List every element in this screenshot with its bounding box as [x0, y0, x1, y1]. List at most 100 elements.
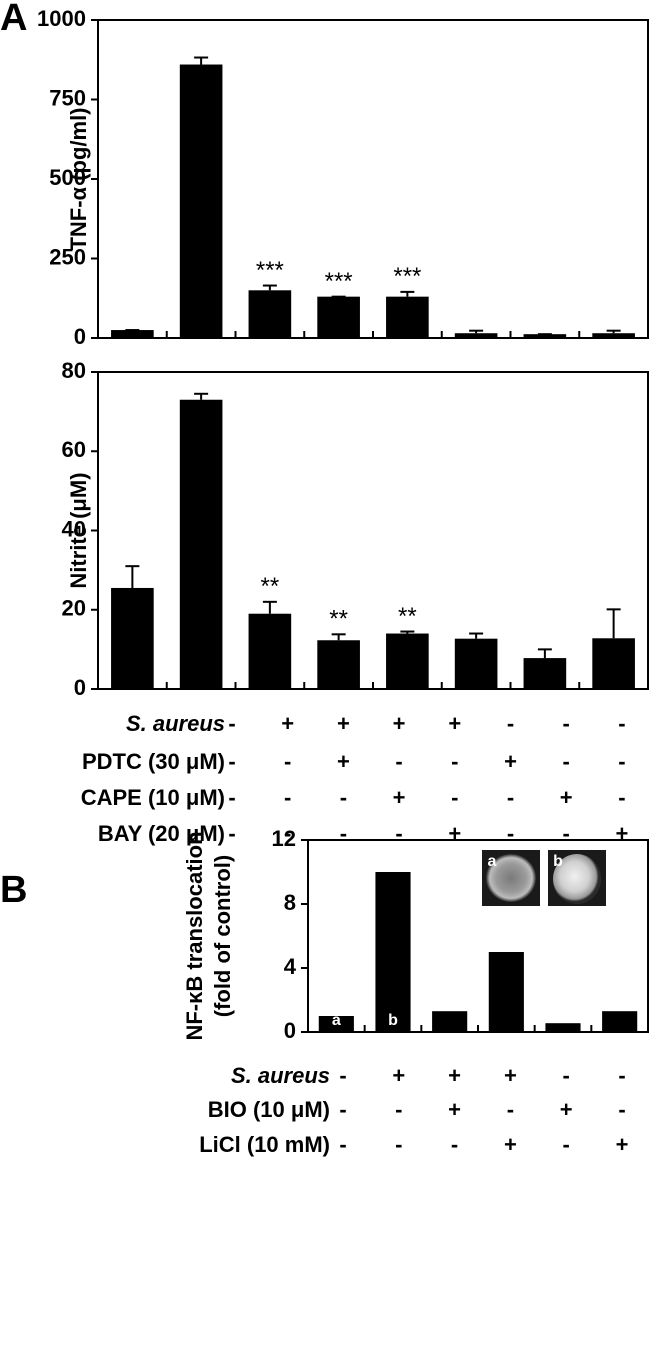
y-tick-label: 500 [49, 165, 86, 190]
error-bar [125, 565, 140, 588]
error-bar [400, 630, 415, 634]
y-tick-label: 20 [62, 596, 86, 621]
y-tick-label: 1000 [37, 6, 86, 31]
bar [523, 334, 567, 338]
bar [248, 613, 292, 689]
bar [592, 333, 635, 338]
error-bar [606, 608, 621, 639]
y-tick-label: 0 [284, 1018, 296, 1043]
treatment-sign: + [560, 1097, 573, 1122]
treatment-sign: + [448, 821, 461, 846]
treatment-sign: - [284, 821, 291, 846]
treatment-sign: + [615, 821, 628, 846]
treatment-sign: + [392, 1063, 405, 1088]
error-bar [331, 633, 346, 641]
significance-mark: ** [329, 606, 348, 633]
treatment-sign: - [228, 711, 235, 736]
treatment-name: CAPE (10 μM) [81, 785, 225, 810]
y-tick-label: 0 [74, 675, 86, 700]
treatment-sign: - [563, 1063, 570, 1088]
error-bar [606, 329, 621, 334]
y-tick-label: 250 [49, 244, 86, 269]
significance-mark: ** [261, 573, 280, 600]
treatment-sign: + [560, 785, 573, 810]
y-tick-label: 750 [49, 85, 86, 110]
treatment-sign: - [284, 749, 291, 774]
inset-images [482, 850, 606, 906]
treatment-name: S. aureus [126, 711, 225, 736]
y-tick-label: 4 [284, 954, 297, 979]
treatment-sign: - [339, 1132, 346, 1157]
treatment-sign: + [448, 711, 461, 736]
inset-label: a [488, 853, 497, 870]
error-bar [400, 290, 415, 297]
bar-label: a [332, 1012, 341, 1029]
treatment-sign: - [618, 785, 625, 810]
treatment-name: S. aureus [231, 1063, 330, 1088]
significance-mark: *** [325, 268, 353, 295]
treatment-sign: - [507, 785, 514, 810]
bar [454, 638, 498, 689]
treatment-sign: - [507, 711, 514, 736]
treatment-sign: - [451, 749, 458, 774]
treatment-sign: - [395, 1097, 402, 1122]
treatment-sign: - [340, 821, 347, 846]
bar [488, 952, 524, 1032]
bar [248, 290, 292, 338]
y-tick-label: 40 [62, 516, 86, 541]
bar [602, 1011, 638, 1032]
treatment-sign: + [504, 1063, 517, 1088]
treatment-sign: - [395, 1132, 402, 1157]
bar [317, 296, 360, 338]
treatment-sign: + [504, 1132, 517, 1157]
treatment-sign: + [393, 785, 406, 810]
bar [386, 296, 429, 338]
panel-label: B [0, 869, 27, 911]
treatment-sign: - [339, 1097, 346, 1122]
y-axis-label: (fold of control) [210, 855, 235, 1018]
treatment-sign: - [395, 749, 402, 774]
inset-cell [486, 854, 536, 902]
treatment-sign: - [228, 785, 235, 810]
treatment-name: BAY (20 μM) [98, 821, 225, 846]
error-bar [262, 284, 277, 291]
y-tick-label: 80 [62, 358, 86, 383]
error-bar [262, 600, 277, 614]
significance-mark: *** [393, 263, 421, 290]
treatment-sign: - [228, 821, 235, 846]
bar [111, 330, 154, 338]
y-tick-label: 60 [62, 437, 86, 462]
treatment-sign: - [339, 1063, 346, 1088]
treatment-sign: - [618, 1097, 625, 1122]
treatment-sign: - [395, 821, 402, 846]
treatment-sign: - [563, 821, 570, 846]
treatment-sign: + [448, 1063, 461, 1088]
bar [432, 1011, 468, 1032]
treatment-sign: - [507, 1097, 514, 1122]
bar [317, 640, 360, 689]
treatment-sign: - [618, 749, 625, 774]
y-tick-label: 0 [74, 324, 86, 349]
inset-label: b [553, 853, 563, 870]
y-tick-label: 12 [272, 826, 296, 851]
y-axis-label: NF-κB translocation [182, 831, 207, 1040]
treatment-sign: - [507, 821, 514, 846]
bar [592, 638, 635, 689]
error-bar [194, 56, 209, 65]
treatment-sign: - [284, 785, 291, 810]
treatment-sign: + [337, 749, 350, 774]
significance-mark: ** [398, 603, 417, 630]
panel-label: A [0, 0, 27, 39]
error-bar [194, 392, 209, 400]
bar [545, 1023, 581, 1032]
bar [523, 658, 567, 689]
bar [386, 633, 429, 689]
bar [179, 64, 223, 339]
treatment-sign: + [337, 711, 350, 736]
treatment-sign: + [393, 711, 406, 736]
treatment-name: PDTC (30 μM) [82, 749, 225, 774]
bar [454, 333, 498, 338]
error-bar [469, 329, 484, 334]
treatment-sign: - [618, 711, 625, 736]
